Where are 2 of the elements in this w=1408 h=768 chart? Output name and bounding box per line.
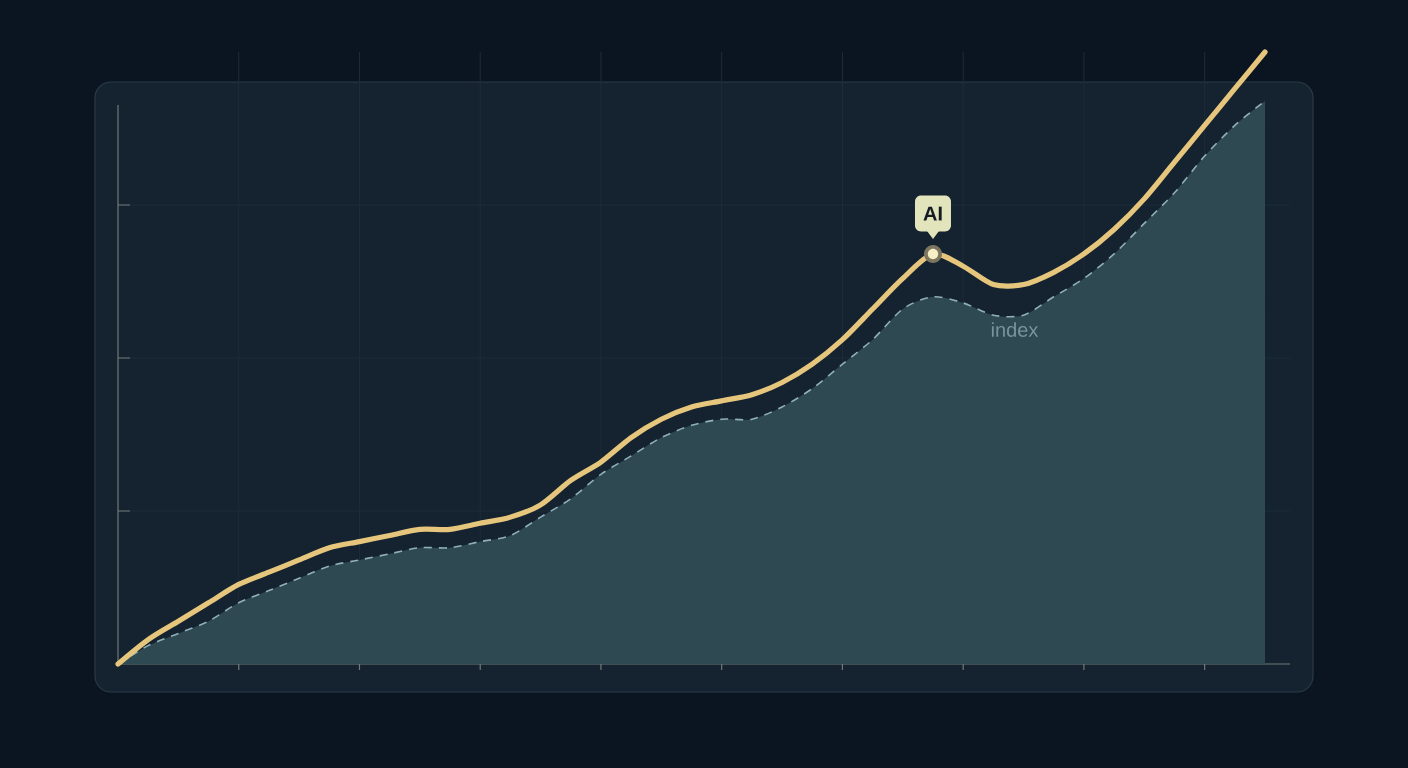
series-label: AI — [923, 206, 942, 221]
series-label: index — [991, 322, 1039, 337]
